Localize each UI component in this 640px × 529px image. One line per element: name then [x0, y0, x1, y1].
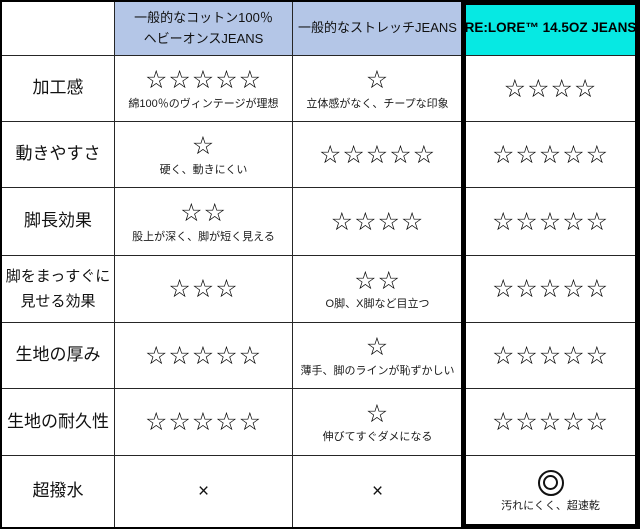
star-rating: ☆☆☆☆ [330, 206, 425, 236]
rating-cell: ☆ 伸びてすぐダメになる [293, 389, 463, 456]
cross-mark: × [197, 481, 210, 502]
row-label: 脚長効果 [2, 188, 115, 256]
cell-note: 綿100％のヴィンテージが理想 [128, 97, 279, 110]
double-circle-inner [543, 475, 558, 491]
column-header-feature [2, 2, 115, 56]
star-rating: ☆☆☆☆☆ [491, 139, 610, 169]
row-label: 超撥水 [2, 456, 115, 527]
row-label: 加工感 [2, 56, 115, 122]
row-label-text: 脚をまっすぐに [5, 267, 111, 285]
rating-cell: 汚れにくく、超速乾 [463, 456, 638, 527]
rating-cell: ☆☆☆ [115, 256, 293, 323]
cell-note: 汚れにくく、超速乾 [501, 499, 600, 512]
star-rating: ☆☆☆ [168, 274, 239, 304]
rating-cell: ☆ 硬く、動きにくい [115, 122, 293, 188]
rating-cell: ☆☆ O脚、X脚など目立つ [293, 256, 463, 323]
row-label-text: 超撥水 [32, 481, 84, 501]
rating-cell: ☆☆☆☆☆ [463, 389, 638, 456]
column-header-text: 一般的なストレッチJEANS [298, 20, 457, 36]
cell-note: 伸びてすぐダメになる [322, 431, 433, 444]
row-label-text: 見せる効果 [20, 292, 96, 310]
row-label: 生地の耐久性 [2, 389, 115, 456]
star-rating: ☆☆☆☆☆ [491, 274, 610, 304]
rating-cell: ☆☆☆☆☆ [115, 389, 293, 456]
double-circle-mark [537, 469, 564, 496]
rating-cell: ☆☆☆☆ [463, 56, 638, 122]
rating-cell: ☆☆☆☆☆ [463, 256, 638, 323]
star-rating: ☆☆☆☆ [503, 73, 598, 103]
rating-cell: × [293, 456, 463, 527]
rating-cell: ☆☆☆☆☆ [463, 122, 638, 188]
rating-cell: × [115, 456, 293, 527]
rating-cell: ☆ 立体感がなく、チープな印象 [293, 56, 463, 122]
cell-note: O脚、X脚など目立つ [325, 298, 430, 311]
rating-cell: ☆☆☆☆ [293, 188, 463, 256]
star-rating: ☆☆☆☆☆ [318, 139, 437, 169]
star-rating: ☆☆ [180, 198, 227, 228]
star-rating: ☆☆☆☆☆ [144, 65, 263, 95]
star-rating: ☆☆☆☆☆ [491, 407, 610, 437]
row-label-text: 動きやすさ [15, 144, 101, 164]
row-label-text: 生地の耐久性 [7, 411, 109, 431]
cell-note: 薄手、脚のラインが恥ずかしい [300, 364, 455, 377]
star-rating: ☆ [365, 332, 390, 362]
cell-note: 硬く、動きにくい [159, 163, 248, 176]
rating-cell: ☆☆☆☆☆ [463, 323, 638, 389]
star-rating: ☆ [365, 65, 390, 95]
rating-cell: ☆☆☆☆☆ [115, 323, 293, 389]
column-header-text: 一般的なコットン100％ [134, 10, 273, 26]
cell-note: 股上が深く、脚が短く見える [132, 230, 275, 243]
column-header-relore: RE:LORE™ 14.5OZ JEANS [463, 2, 638, 56]
star-rating: ☆☆☆☆☆ [491, 340, 610, 370]
row-label: 脚をまっすぐに 見せる効果 [2, 256, 115, 323]
row-label-text: 生地の厚み [15, 345, 101, 365]
column-header-text: ヘビーオンスJEANS [143, 30, 264, 46]
cell-note: 立体感がなく、チープな印象 [306, 97, 449, 110]
rating-cell: ☆☆☆☆☆ [463, 188, 638, 256]
star-rating: ☆☆☆☆☆ [144, 407, 263, 437]
cross-mark: × [371, 481, 384, 502]
rating-cell: ☆ 薄手、脚のラインが恥ずかしい [293, 323, 463, 389]
rating-cell: ☆☆ 股上が深く、脚が短く見える [115, 188, 293, 256]
rating-cell: ☆☆☆☆☆ 綿100％のヴィンテージが理想 [115, 56, 293, 122]
row-label-text: 脚長効果 [24, 211, 92, 231]
column-header-cotton100-heavy-oz: 一般的なコットン100％ ヘビーオンスJEANS [115, 2, 293, 56]
star-rating: ☆ [191, 131, 216, 161]
star-rating: ☆☆☆☆☆ [144, 340, 263, 370]
star-rating: ☆☆ [354, 265, 401, 295]
row-label: 生地の厚み [2, 323, 115, 389]
column-header-stretch: 一般的なストレッチJEANS [293, 2, 463, 56]
star-rating: ☆☆☆☆☆ [491, 206, 610, 236]
rating-cell: ☆☆☆☆☆ [293, 122, 463, 188]
star-rating: ☆ [365, 398, 390, 428]
row-label-text: 加工感 [32, 78, 84, 98]
column-header-text: RE:LORE™ 14.5OZ JEANS [464, 20, 637, 36]
row-label: 動きやすさ [2, 122, 115, 188]
